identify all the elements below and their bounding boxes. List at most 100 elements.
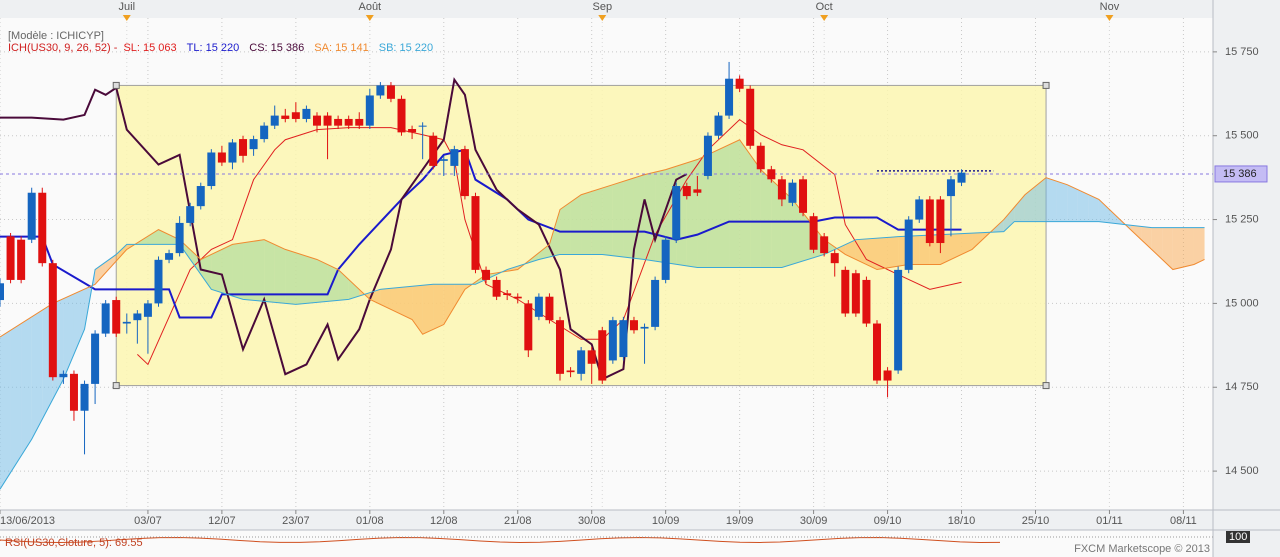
indicator-line	[0, 139, 1205, 338]
cloud-segment	[1162, 227, 1173, 270]
rsi: RSI(US30,Cloture, 5): 69.55 100 FXCM Marke…	[0, 531, 1250, 555]
candle-body	[91, 333, 100, 384]
candle-body	[344, 118, 353, 126]
candle-body	[640, 326, 649, 329]
candle-body	[661, 239, 670, 280]
candle-body	[376, 85, 385, 96]
cloud-segment	[1141, 226, 1152, 250]
x-tick-label: 30/09	[800, 515, 828, 527]
overlay: 14 500 14 750 15 000 15 250 15 500 15 750 13/0…	[0, 1, 1268, 527]
cloud-segment	[316, 259, 328, 303]
plot	[0, 18, 1213, 510]
candle-body	[133, 313, 142, 321]
cloud-segment	[739, 139, 751, 268]
candle-body	[608, 320, 617, 361]
month-marker	[1105, 15, 1114, 21]
candle-body	[355, 118, 364, 126]
candle-body	[397, 98, 406, 133]
cloud-segment	[243, 241, 254, 301]
candle-body	[524, 303, 533, 351]
candle-body	[503, 293, 512, 296]
y-tick-label: 15 750	[1225, 46, 1259, 58]
candle-body	[820, 236, 829, 254]
candle-body	[460, 149, 469, 197]
candle-body	[418, 125, 427, 127]
rsi-panel	[0, 530, 1213, 557]
candle-body	[323, 115, 332, 126]
candle-body	[291, 112, 300, 119]
x-tick-label: 09/10	[874, 515, 902, 527]
cloud-segment	[158, 229, 170, 245]
cloud-segment	[1056, 181, 1068, 222]
candle-body	[883, 370, 892, 381]
cloud-segment	[1098, 199, 1110, 223]
month-label: Sep	[592, 1, 612, 13]
candle-body	[894, 269, 903, 371]
candle-body	[143, 303, 152, 317]
cloud-segment	[31, 310, 43, 440]
cloud-segment	[1183, 227, 1194, 268]
x-tick-label: 21/08	[504, 515, 532, 527]
rectangle-handle	[112, 81, 120, 89]
cloud-segment	[612, 181, 624, 257]
x-tick-label: 01/08	[356, 515, 384, 527]
candle-body	[334, 118, 343, 126]
cloud-segment	[623, 177, 634, 259]
candle-body	[281, 115, 290, 119]
rsi-line	[0, 536, 1001, 543]
month-marker	[365, 15, 374, 21]
candle-body	[777, 179, 786, 200]
legend-entry: SA: 15 141	[314, 42, 368, 54]
cloud-segment	[348, 279, 360, 300]
candle-body	[239, 139, 248, 156]
rsi-label: RSI(US30,Cloture, 5): 69.55	[5, 537, 143, 549]
candle-body	[841, 269, 850, 314]
cloud-segment	[602, 184, 613, 256]
x-tick-label: 30/08	[578, 515, 606, 527]
cloud-segment	[1014, 194, 1025, 222]
candle-body	[619, 320, 628, 358]
cloud-segment	[686, 159, 698, 268]
x-tick-label: 01/11	[1096, 515, 1123, 527]
cloud-segment	[380, 288, 391, 310]
cloud-segment	[1109, 209, 1121, 224]
candle-body	[946, 179, 955, 197]
cloud-segment	[253, 239, 265, 302]
candle-body	[228, 142, 237, 163]
legend-entry: CS: 15 386	[249, 42, 304, 54]
cloud-segment	[264, 239, 275, 303]
cloud-segment	[781, 189, 793, 268]
candle-body	[788, 182, 797, 203]
candle-body	[48, 263, 57, 378]
candle-body	[175, 222, 184, 254]
cloud-segment	[697, 154, 708, 268]
rsi-tick-label: 100	[1229, 531, 1247, 543]
legend-entry: SB: 15 220	[379, 42, 433, 54]
candle-body	[830, 253, 839, 264]
cloud-segment	[866, 238, 877, 270]
cloud-segment	[105, 254, 117, 273]
last-price-label: 15 386	[1223, 168, 1257, 180]
candle-body	[471, 196, 480, 270]
candle-body	[566, 370, 575, 373]
month-label: Oct	[816, 1, 833, 13]
candle-body	[925, 199, 934, 244]
candle-body	[450, 149, 459, 166]
candle-body	[207, 152, 216, 187]
y-tick-label: 15 250	[1225, 213, 1259, 225]
cloud-segment	[760, 169, 772, 268]
candle-body	[957, 172, 966, 183]
candle-body	[6, 236, 15, 280]
candle-body	[851, 273, 860, 314]
candle-body	[513, 296, 522, 299]
candle-body	[915, 199, 924, 220]
cloud-segment	[1088, 194, 1099, 222]
candle-body	[38, 192, 47, 264]
indicator-line	[0, 221, 1205, 490]
cloud-segment	[1046, 177, 1057, 222]
cloud-segment	[1193, 227, 1205, 265]
candle-body	[725, 78, 734, 116]
model-label: [Modèle : ICHICYP]	[8, 30, 104, 42]
cloud-segment	[10, 323, 22, 473]
x-tick-label: 18/10	[948, 515, 976, 527]
